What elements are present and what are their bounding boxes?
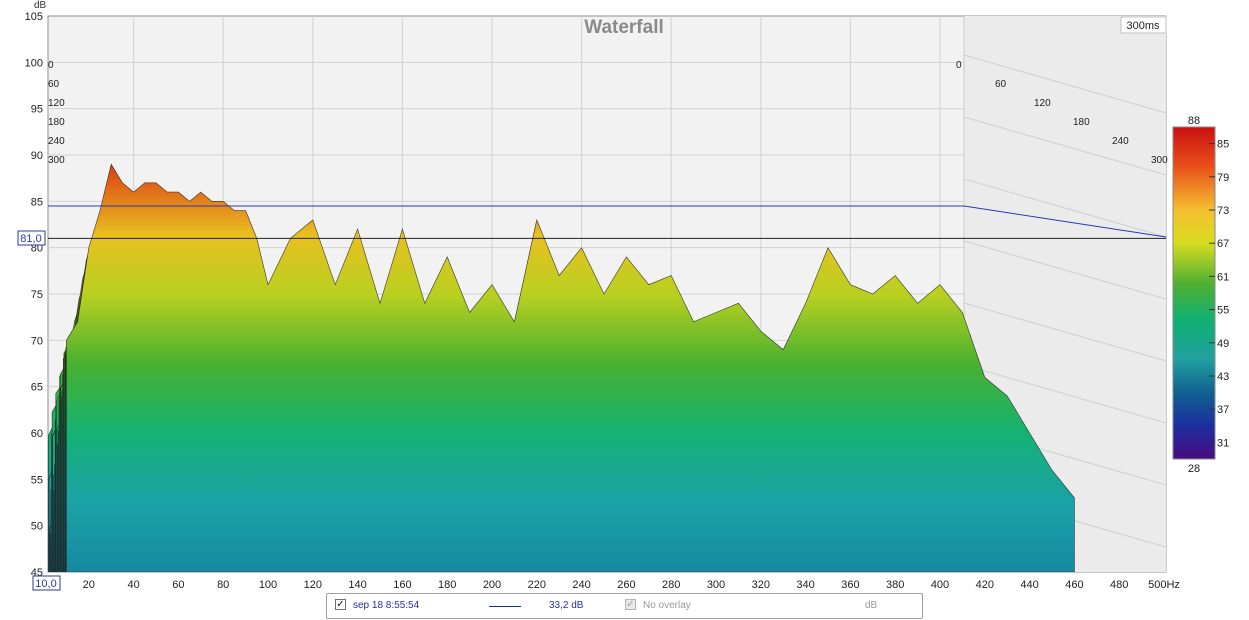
colorbar-tick-label: 61 [1217, 271, 1229, 283]
time-ticks-left: 0 60 120 180 240 300 [48, 60, 65, 166]
time-tick-label: 180 [1073, 117, 1090, 128]
colorbar-ticks: 85 79 73 67 61 55 49 43 37 31 [1209, 139, 1229, 449]
time-tick-label: 300 [48, 155, 65, 166]
colorbar-tick-label: 85 [1217, 139, 1229, 151]
x-tick-label: 340 [796, 579, 814, 591]
x-tick-label: 320 [752, 579, 770, 591]
time-tick-label: 0 [48, 60, 54, 71]
x-tick-label: 160 [393, 579, 411, 591]
reference-lines [48, 205, 1167, 239]
time-window-box [1120, 16, 1167, 34]
x-tick-label: 360 [841, 579, 859, 591]
colorbar [1172, 126, 1216, 460]
overlay-unit: dB [865, 600, 878, 611]
x-tick-label: 420 [976, 579, 994, 591]
colorbar-tick-label: 31 [1217, 437, 1229, 449]
y-tick-label: 55 [31, 474, 43, 486]
time-tick-label: 60 [995, 79, 1007, 90]
x-tick-label: 20 [83, 579, 95, 591]
colorbar-tick-label: 79 [1217, 172, 1229, 184]
x-tick-label: 240 [572, 579, 590, 591]
x-tick-label: 440 [1020, 579, 1038, 591]
colorbar-tick-label: 37 [1217, 404, 1229, 416]
x-tick-label: 380 [886, 579, 904, 591]
series-name: sep 18 8:55:54 [353, 600, 420, 611]
time-tick-label: 240 [48, 136, 65, 147]
cursor-y-box[interactable] [17, 230, 46, 246]
time-tick-label: 120 [48, 98, 65, 109]
waterfall-surface [48, 163, 1075, 572]
y-tick-label: 100 [25, 57, 43, 69]
colorbar-min-label: 28 [1188, 463, 1200, 475]
x-tick-label: 280 [662, 579, 680, 591]
y-tick-label: 105 [25, 11, 43, 23]
chart-title: Waterfall [584, 17, 664, 38]
time-window-label: 300ms [1126, 20, 1160, 32]
x-tick-label: 500Hz [1148, 579, 1180, 591]
colorbar-tick-label: 67 [1217, 238, 1229, 250]
x-start-label: 10,0 [35, 578, 56, 590]
x-tick-label: 100 [259, 579, 277, 591]
x-axis-ticks: 20 40 60 80 100 120 140 160 180 200 220 240 260 280 30… [83, 579, 1180, 591]
time-tick-label: 180 [48, 117, 65, 128]
cursor-y-label: 81,0 [20, 233, 41, 245]
y-tick-label: 50 [31, 521, 43, 533]
overlay-checkbox[interactable]: ✓ [625, 599, 636, 610]
legend-bar: ✓ sep 18 8:55:54 33,2 dB ✓ No overlay dB [326, 593, 923, 619]
y-axis-unit: dB [34, 0, 47, 11]
time-tick-label: 60 [48, 79, 60, 90]
y-tick-label: 75 [31, 289, 43, 301]
x-tick-label: 40 [127, 579, 139, 591]
colorbar-tick-label: 73 [1217, 205, 1229, 217]
colorbar-tick-label: 55 [1217, 305, 1229, 317]
x-tick-label: 120 [304, 579, 322, 591]
x-tick-label: 60 [172, 579, 184, 591]
colorbar-max-label: 88 [1188, 115, 1200, 127]
y-tick-label: 85 [31, 196, 43, 208]
time-ticks-right: 0 60 120 180 240 300 [956, 60, 1168, 166]
x-tick-label: 300 [707, 579, 725, 591]
x-tick-label: 200 [483, 579, 501, 591]
x-tick-label: 140 [348, 579, 366, 591]
colorbar-tick-label: 43 [1217, 371, 1229, 383]
waterfall-slice [66, 163, 1075, 572]
reference-line [48, 205, 1167, 238]
y-tick-label: 80 [31, 243, 43, 255]
time-tick-label: 240 [1112, 136, 1129, 147]
y-tick-label: 60 [31, 428, 43, 440]
y-tick-label: 70 [31, 335, 43, 347]
x-tick-label: 260 [617, 579, 635, 591]
y-tick-label: 95 [31, 104, 43, 116]
x-tick-label: 80 [217, 579, 229, 591]
y-tick-label: 90 [31, 150, 43, 162]
x-tick-label: 220 [528, 579, 546, 591]
overlay-label: No overlay [643, 600, 691, 611]
time-tick-label: 0 [956, 60, 962, 71]
series-value: 33,2 dB [549, 600, 584, 611]
x-tick-label: 480 [1110, 579, 1128, 591]
series-checkbox[interactable]: ✓ [335, 599, 346, 610]
colorbar-tick-label: 49 [1217, 338, 1229, 350]
x-start-box[interactable] [32, 575, 61, 591]
y-tick-label: 65 [31, 382, 43, 394]
time-tick-label: 120 [1034, 98, 1051, 109]
x-tick-label: 180 [438, 579, 456, 591]
x-tick-label: 460 [1065, 579, 1083, 591]
x-tick-label: 400 [931, 579, 949, 591]
time-tick-label: 300 [1151, 155, 1168, 166]
series-line-swatch [489, 606, 521, 607]
